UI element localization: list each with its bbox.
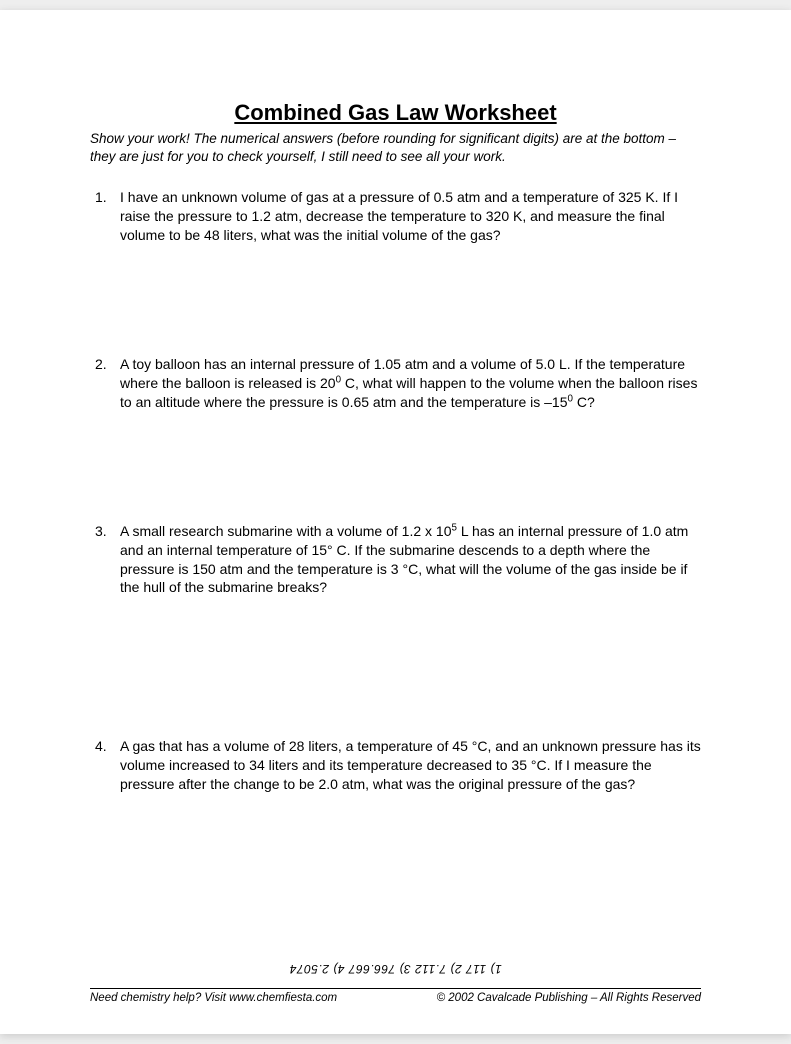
question-list: I have an unknown volume of gas at a pre…	[90, 188, 701, 794]
instructions: Show your work! The numerical answers (b…	[90, 130, 701, 166]
question-item: I have an unknown volume of gas at a pre…	[90, 188, 701, 245]
question-item: A toy balloon has an internal pressure o…	[90, 355, 701, 412]
question-item: A gas that has a volume of 28 liters, a …	[90, 737, 701, 794]
answer-key: 1) 117 2) 7.112 3) 766.667 4) 2.5074	[90, 962, 701, 976]
footer-copyright: © 2002 Cavalcade Publishing – All Rights…	[437, 992, 701, 1004]
page-footer: Need chemistry help? Visit www.chemfiest…	[90, 988, 701, 1004]
footer-help-text: Need chemistry help? Visit www.chemfiest…	[90, 992, 337, 1004]
page-title: Combined Gas Law Worksheet	[90, 100, 701, 126]
question-item: A small research submarine with a volume…	[90, 522, 701, 598]
worksheet-page: Combined Gas Law Worksheet Show your wor…	[0, 10, 791, 1034]
